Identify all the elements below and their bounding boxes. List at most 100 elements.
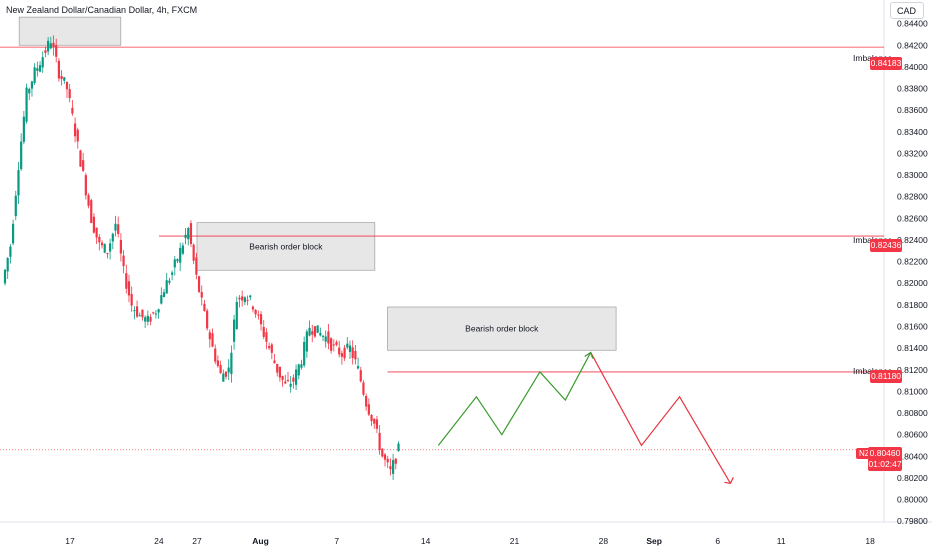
candle-body bbox=[227, 367, 230, 373]
candle-body bbox=[11, 223, 15, 244]
candle-body bbox=[181, 245, 184, 254]
projection-arrowhead-down bbox=[724, 477, 734, 484]
candle-body bbox=[98, 236, 101, 243]
candle-body bbox=[351, 347, 354, 358]
candle-body bbox=[397, 443, 400, 452]
candle-body bbox=[36, 68, 39, 71]
y-tick-label: 0.80800 bbox=[897, 408, 928, 418]
candle-body bbox=[230, 352, 233, 375]
candle-body bbox=[195, 257, 198, 275]
x-tick-label: 11 bbox=[777, 536, 786, 546]
candle-body bbox=[354, 350, 357, 360]
candle-body bbox=[189, 223, 193, 244]
candle-body bbox=[3, 269, 7, 284]
candle-body bbox=[206, 310, 209, 329]
y-tick-label: 0.81400 bbox=[897, 343, 928, 353]
candle-body bbox=[241, 296, 244, 301]
level-price-tag-2: 0.82436 bbox=[870, 239, 902, 252]
candle-body bbox=[60, 76, 63, 80]
candle-body bbox=[44, 50, 47, 53]
candle-body bbox=[149, 316, 152, 322]
y-tick-label: 0.83600 bbox=[897, 105, 928, 115]
candle-body bbox=[394, 458, 397, 464]
candle-body bbox=[222, 373, 225, 382]
candle-body bbox=[370, 414, 373, 422]
candle-body bbox=[303, 341, 306, 366]
candle-body bbox=[162, 292, 166, 298]
order-block-zone bbox=[196, 222, 376, 271]
candle-body bbox=[25, 87, 28, 122]
candle-body bbox=[173, 259, 176, 268]
currency-button[interactable]: CAD bbox=[890, 2, 924, 19]
candle-body bbox=[138, 315, 141, 317]
candle-body bbox=[300, 364, 303, 368]
y-tick-label: 0.83800 bbox=[897, 84, 928, 94]
candle-body bbox=[47, 40, 50, 52]
candle-body bbox=[392, 460, 395, 474]
candle-body bbox=[327, 331, 330, 344]
candle-body bbox=[335, 342, 338, 345]
candle-body bbox=[52, 42, 55, 48]
candle-body bbox=[33, 67, 36, 83]
x-tick-label: 17 bbox=[65, 536, 75, 546]
candle-body bbox=[71, 107, 74, 114]
candle-body bbox=[184, 234, 187, 239]
candle-body bbox=[211, 333, 214, 347]
candle-body bbox=[324, 336, 327, 342]
candle-body bbox=[144, 317, 147, 322]
y-tick-label: 0.83200 bbox=[897, 148, 928, 158]
candle-body bbox=[14, 195, 17, 217]
candle-body bbox=[265, 332, 268, 342]
candle-body bbox=[154, 313, 158, 315]
x-tick-label: 14 bbox=[421, 536, 431, 546]
candle-body bbox=[224, 371, 228, 377]
candle-body bbox=[122, 255, 125, 267]
candle-body bbox=[49, 43, 52, 49]
y-tick-label: 0.84400 bbox=[897, 19, 928, 29]
x-tick-label: 21 bbox=[510, 536, 520, 546]
candle-body bbox=[152, 312, 155, 314]
y-tick-label: 0.82800 bbox=[897, 192, 928, 202]
y-tick-label: 0.80200 bbox=[897, 473, 928, 483]
candle-body bbox=[119, 239, 122, 254]
candle-body bbox=[87, 195, 90, 206]
candle-body bbox=[79, 150, 82, 167]
candle-body bbox=[127, 281, 131, 296]
candle-body bbox=[157, 309, 160, 313]
candle-body bbox=[289, 383, 292, 387]
x-tick-label: 28 bbox=[599, 536, 609, 546]
y-tick-label: 0.80600 bbox=[897, 430, 928, 440]
candle-body bbox=[311, 331, 314, 335]
candle-body bbox=[203, 303, 206, 311]
candle-body bbox=[238, 297, 241, 300]
candle-body bbox=[200, 292, 203, 298]
y-tick-label: 0.82400 bbox=[897, 235, 928, 245]
candle-body bbox=[386, 458, 389, 463]
candle-body bbox=[251, 306, 255, 310]
candle-body bbox=[28, 88, 31, 94]
candle-body bbox=[235, 301, 238, 330]
candle-body bbox=[141, 309, 144, 318]
candle-body bbox=[216, 360, 220, 366]
candle-body bbox=[319, 332, 322, 336]
candle-body bbox=[365, 395, 368, 407]
candle-body bbox=[367, 404, 370, 415]
candle-body bbox=[100, 242, 104, 246]
projection-path-bearish bbox=[590, 352, 731, 484]
candle-body bbox=[57, 60, 61, 79]
candle-body bbox=[389, 466, 392, 470]
candle-body bbox=[90, 200, 93, 224]
candle-body bbox=[348, 345, 352, 352]
candle-body bbox=[278, 366, 282, 378]
candle-body bbox=[232, 319, 236, 342]
candle-body bbox=[381, 448, 384, 457]
y-tick-label: 0.83000 bbox=[897, 170, 928, 180]
level-price-tag-3: 0.81180 bbox=[870, 370, 902, 383]
candle-body bbox=[316, 325, 319, 333]
candle-body bbox=[6, 257, 9, 272]
projection-path-bullish bbox=[437, 352, 592, 446]
candle-body bbox=[294, 369, 298, 385]
y-tick-label: 0.81000 bbox=[897, 386, 928, 396]
candle-body bbox=[82, 160, 85, 171]
